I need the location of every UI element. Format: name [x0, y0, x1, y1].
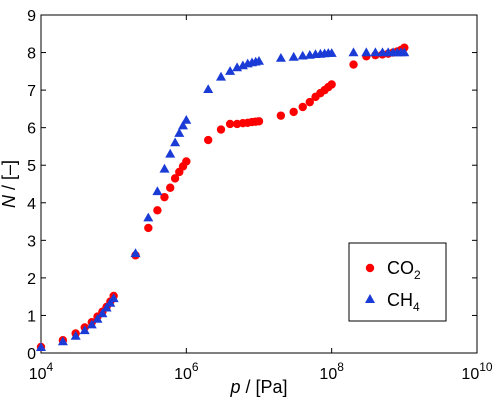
data-point-ch4 [174, 128, 185, 137]
data-point-co2 [305, 97, 314, 107]
x-tick-labels: 104 106 108 1010 [29, 360, 493, 383]
y-tick-labels: 0 1 2 3 4 5 6 7 8 9 [27, 8, 36, 363]
y-tick-label: 7 [27, 83, 36, 100]
x-tick-label: 108 [319, 360, 344, 383]
legend-box [348, 242, 447, 322]
y-axis-unit: / [–] [0, 160, 19, 195]
data-point-ch4 [159, 163, 170, 173]
data-point-ch4 [143, 212, 154, 222]
x-axis-title: p / [Pa] [229, 377, 287, 397]
data-point-ch4 [170, 137, 181, 147]
data-point-ch4 [36, 342, 46, 351]
legend-label-ch4: CH4 [387, 290, 420, 314]
y-tick-label: 2 [27, 271, 36, 288]
y-tick-label: 6 [27, 121, 36, 138]
data-point-ch4 [297, 50, 308, 60]
data-point-co2 [216, 125, 226, 134]
data-point-ch4 [254, 56, 264, 65]
legend-marker-ch4 [365, 294, 375, 303]
data-point-co2 [327, 80, 336, 89]
data-point-ch4 [225, 66, 236, 75]
data-point-ch4 [92, 314, 103, 323]
data-point-ch4 [79, 325, 90, 335]
legend-marker-co2 [365, 263, 375, 273]
data-point-ch4 [57, 336, 68, 346]
y-tick-label: 4 [27, 196, 36, 213]
legend-label-ch4-base: CH [387, 290, 413, 310]
y-tick-label: 0 [27, 346, 36, 363]
legend-label-co2-sub: 2 [414, 268, 421, 282]
data-point-co2 [276, 111, 286, 120]
data-point-ch4 [288, 51, 299, 61]
data-point-ch4 [101, 302, 112, 312]
y-tick-label: 5 [27, 158, 36, 175]
data-point-ch4 [326, 48, 337, 57]
data-point-co2 [182, 157, 191, 166]
x-tick-label: 104 [29, 360, 54, 383]
data-point-ch4 [216, 71, 226, 81]
data-point-ch4 [86, 319, 97, 329]
axis-ticks [40, 14, 478, 354]
data-point-co2 [225, 119, 235, 129]
data-point-ch4 [97, 308, 108, 318]
data-point-co2 [254, 117, 264, 126]
data-point-co2 [289, 107, 298, 117]
y-tick-label: 1 [27, 308, 36, 325]
data-point-ch4 [130, 248, 141, 258]
data-point-ch4 [275, 53, 286, 62]
data-point-co2 [349, 60, 358, 69]
legend: CO2 CH4 [348, 242, 447, 322]
data-point-ch4 [370, 47, 381, 57]
y-axis-title: N / [–] [0, 160, 19, 208]
data-point-co2 [204, 135, 213, 145]
y-tick-label: 9 [27, 8, 36, 25]
y-tick-label: 8 [27, 46, 36, 63]
legend-label-co2-base: CO [387, 258, 414, 278]
legend-label-co2: CO2 [387, 258, 421, 282]
series-ch4 [36, 47, 410, 351]
data-point-co2 [170, 174, 180, 183]
data-point-ch4 [70, 330, 81, 340]
x-tick-label: 1010 [461, 360, 492, 383]
y-tick-label: 3 [27, 233, 36, 250]
data-point-ch4 [203, 84, 214, 93]
data-point-ch4 [152, 186, 163, 196]
data-point-ch4 [399, 47, 410, 57]
legend-label-ch4-sub: 4 [413, 300, 420, 314]
data-point-ch4 [178, 120, 188, 130]
data-point-ch4 [165, 148, 176, 158]
data-point-co2 [166, 183, 175, 192]
x-axis-unit: / [Pa] [240, 377, 287, 397]
data-point-ch4 [108, 293, 119, 303]
x-tick-label: 106 [174, 360, 199, 383]
data-point-ch4 [361, 47, 372, 57]
data-point-co2 [298, 102, 307, 112]
data-point-ch4 [348, 47, 359, 57]
data-point-co2 [153, 206, 162, 215]
data-point-co2 [144, 223, 153, 233]
x-axis-variable: p [229, 377, 240, 397]
data-point-ch4 [181, 115, 192, 124]
data-point-ch4 [105, 297, 116, 307]
y-axis-variable: N [0, 194, 19, 208]
data-marks [36, 43, 410, 352]
